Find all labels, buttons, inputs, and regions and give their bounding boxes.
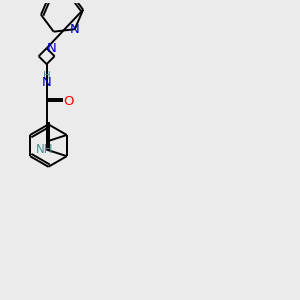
Text: NH: NH — [35, 143, 53, 156]
Text: N: N — [47, 42, 57, 55]
Text: O: O — [63, 95, 74, 108]
Text: N: N — [70, 23, 80, 36]
Text: N: N — [42, 76, 52, 89]
Text: H: H — [43, 71, 50, 81]
